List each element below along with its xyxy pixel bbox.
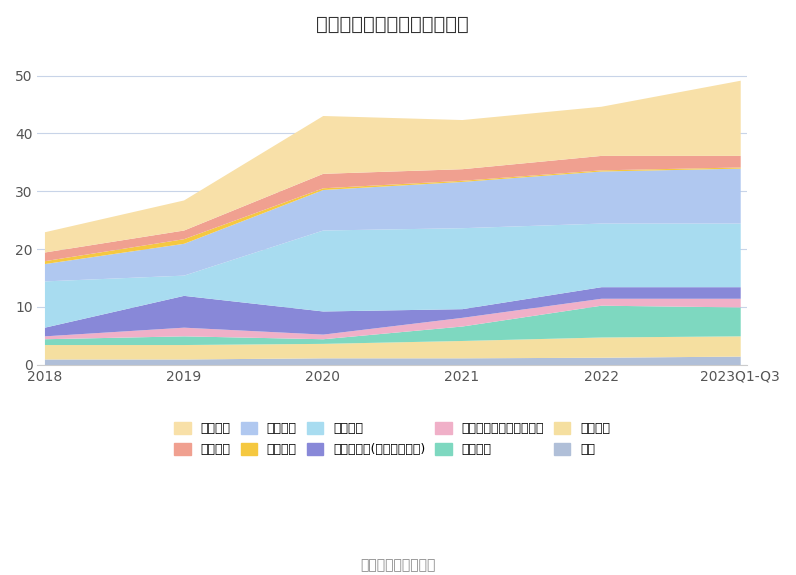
Legend: 短期借款, 应付票据, 应付账款, 预收款项, 合同负债, 其他应付款(含利息和股利), 一年内到期的非流动负债, 长期借款, 应付债券, 其它: 短期借款, 应付票据, 应付账款, 预收款项, 合同负债, 其他应付款(含利息和… [168,416,617,462]
Text: 数据来源：恒生聚源: 数据来源：恒生聚源 [361,558,435,572]
Title: 历年主要负债堆积图（亿元）: 历年主要负债堆积图（亿元） [316,15,469,34]
